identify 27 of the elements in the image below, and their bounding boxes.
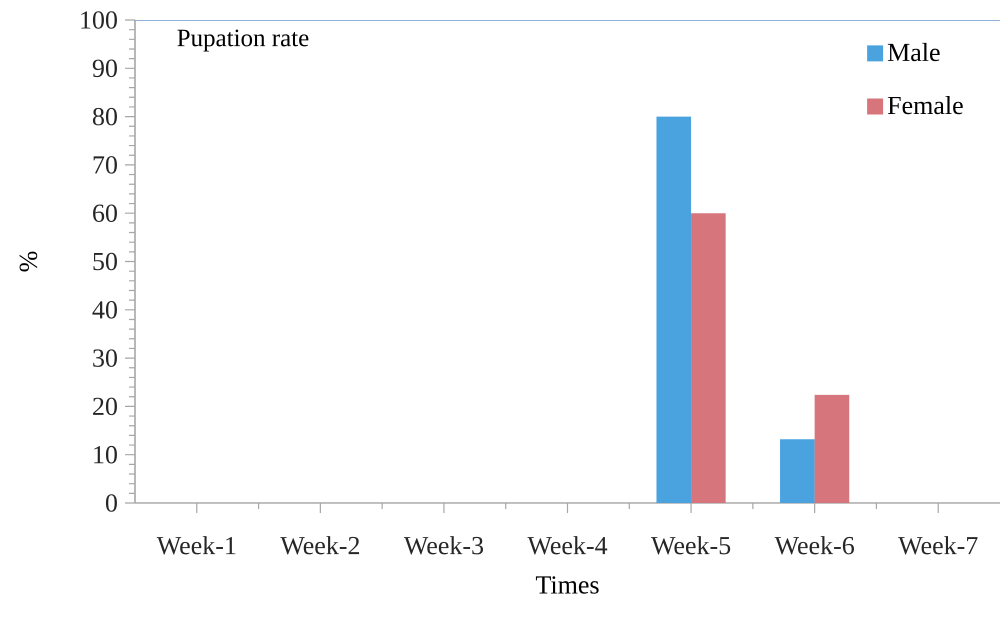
y-tick-label: 30 [93,349,117,367]
y-tick-label: 20 [93,398,117,416]
x-tick-label: Week-4 [527,536,608,555]
x-tick-label: Week-5 [651,536,730,555]
y-tick-label: 70 [94,156,117,174]
chart-title: Pupation rate [177,30,308,52]
y-tick-label: 100 [81,11,117,29]
y-tick-label: 60 [93,204,117,222]
x-tick-label: Week-3 [404,536,484,555]
y-tick-label: 40 [92,301,117,319]
y-axis-title: % [20,252,38,272]
y-tick-label: 50 [93,252,117,270]
y-tick-label: 10 [94,446,117,464]
x-tick-label: Week-2 [280,536,360,555]
y-tick-label: 80 [92,108,117,126]
x-tick-label: Week-7 [898,536,978,555]
bar [691,213,726,504]
x-tick-label: Week-1 [156,536,236,555]
y-tick-label: 0 [106,494,117,512]
legend-label: Male [888,42,940,62]
x-axis-title: Times [536,576,599,594]
bar [780,439,815,504]
y-tick-label: 90 [92,60,117,78]
legend-label: Female [888,96,963,114]
x-tick-label: Week-6 [774,536,854,555]
bar [656,116,692,504]
bar [814,394,850,504]
